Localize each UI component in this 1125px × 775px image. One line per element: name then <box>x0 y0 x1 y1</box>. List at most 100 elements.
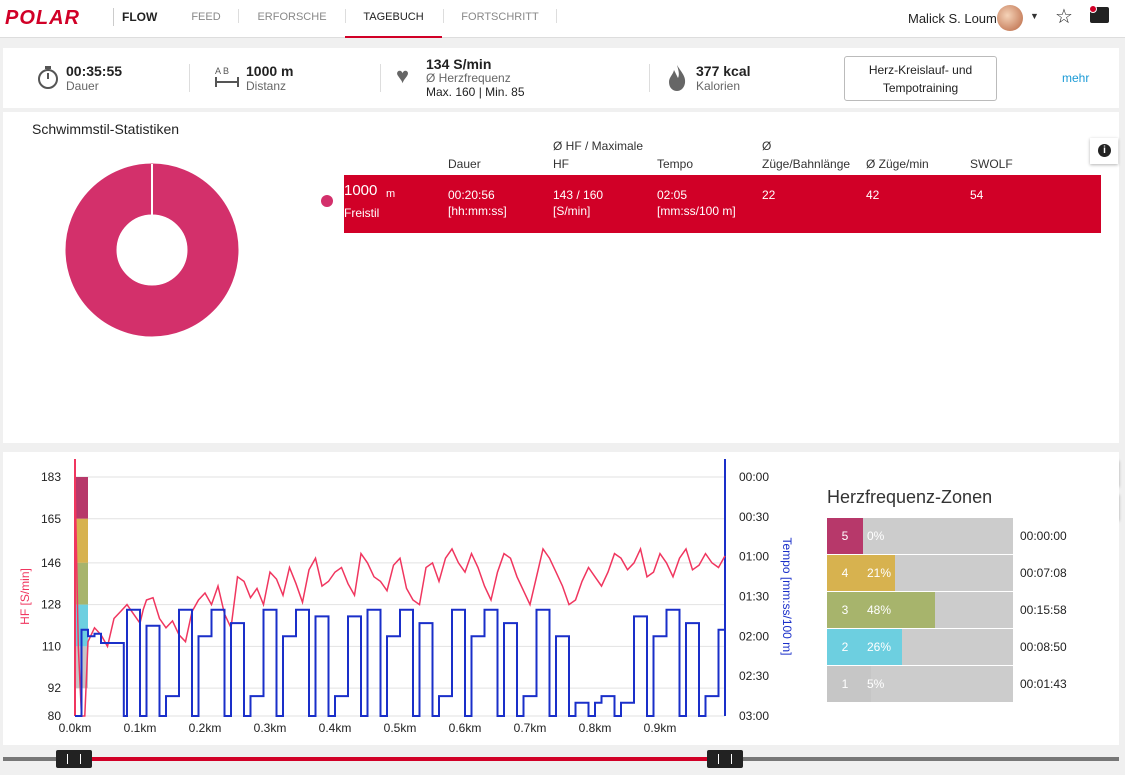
hr-label: Ø Herzfrequenz <box>426 71 511 85</box>
y-right-axis-label: Tempo [mm:ss/100 m] <box>780 537 794 655</box>
zone-time: 00:01:43 <box>1020 677 1067 691</box>
col-header-pace: Tempo <box>657 157 694 171</box>
x-tick-label: 0.1km <box>124 721 157 735</box>
y-left-tick-label: 110 <box>42 639 61 653</box>
zone-number: 1 <box>827 666 863 702</box>
grip-icon <box>67 754 81 764</box>
row-distance-unit: m <box>386 188 396 200</box>
nav-feed[interactable]: FEED <box>191 11 221 23</box>
zone-time: 00:15:58 <box>1020 603 1067 617</box>
zone-strip-segment <box>76 477 88 519</box>
hr-pace-chart[interactable]: 183 165 146 128 110 92 80 00:00 00:30 01:00 01:30 0… <box>3 452 808 745</box>
zone-time: 00:07:08 <box>1020 566 1067 580</box>
heart-icon: ♥ <box>396 63 410 88</box>
zone-percent: 26% <box>867 640 892 654</box>
col-header-duration: Dauer <box>448 157 481 171</box>
star-icon[interactable]: ☆ <box>1055 6 1073 28</box>
row-strokes-min: 42 <box>866 188 880 202</box>
distance-label: Distanz <box>246 79 287 93</box>
nav-divider <box>238 9 239 23</box>
grip-icon <box>718 754 732 764</box>
zone-bar-fill <box>863 592 935 628</box>
hr-maxmin: Max. 160 | Min. 85 <box>426 85 525 99</box>
hr-series-line <box>74 476 726 717</box>
row-strokes-length: 22 <box>762 188 776 202</box>
polar-logo[interactable]: POLAR <box>5 7 80 29</box>
row-pace-unit: [mm:ss/100 m] <box>657 204 736 218</box>
col-header-swolf: SWOLF <box>970 157 1013 171</box>
user-name[interactable]: Malick S. Loum <box>908 11 997 26</box>
col-header-hr: Ø HF / Maximale <box>553 139 644 153</box>
calories-label: Kalorien <box>696 79 741 93</box>
nav-divider <box>556 9 557 23</box>
hr-zones-title: Herzfrequenz-Zonen <box>827 487 993 507</box>
hr-pace-chart-panel: 183 165 146 128 110 92 80 00:00 00:30 01:00 01:30 0… <box>3 452 808 745</box>
summary-divider <box>380 64 381 92</box>
row-duration-unit: [hh:mm:ss] <box>448 204 507 218</box>
top-bar: POLAR FLOW FEED ERFORSCHE TAGEBUCH FORTS… <box>0 0 1125 38</box>
row-style: Freistil <box>344 206 380 220</box>
info-button[interactable]: i <box>1090 138 1118 164</box>
distance-bar-icon <box>215 77 239 87</box>
zone-bar-track <box>863 518 1013 554</box>
x-tick-label: 0.3km <box>254 721 287 735</box>
swim-style-row[interactable]: 1000 m Freistil 00:20:56 [hh:mm:ss] 143 … <box>344 175 1101 233</box>
timeline-handle-end[interactable] <box>707 750 743 768</box>
duration-value: 00:35:55 <box>66 63 123 79</box>
y-left-tick-label: 183 <box>41 470 61 484</box>
pace-series-line <box>75 608 726 717</box>
distance-value: 1000 m <box>246 63 294 79</box>
notification-dot <box>1089 5 1097 13</box>
y-right-tick-label: 01:30 <box>739 590 769 604</box>
zone-percent: 21% <box>867 566 892 580</box>
col-header-strokes-length-2: Züge/Bahnlänge <box>762 157 851 171</box>
summary-divider <box>649 64 650 92</box>
zone-time: 00:00:00 <box>1020 529 1067 543</box>
col-header-strokes-min: Ø Züge/min <box>866 157 929 171</box>
nav-erforsche[interactable]: ERFORSCHE <box>257 11 327 23</box>
x-tick-label: 0.8km <box>579 721 612 735</box>
summary-divider <box>189 64 190 92</box>
nav-divider <box>345 9 346 23</box>
timeline-handle-start[interactable] <box>56 750 92 768</box>
y-left-tick-label: 92 <box>48 681 62 695</box>
x-tick-label: 0.2km <box>189 721 222 735</box>
row-duration: 00:20:56 <box>448 188 495 202</box>
zone-strip-segment <box>76 518 88 563</box>
hr-value: 134 S/min <box>426 56 492 72</box>
flame-icon <box>669 65 686 91</box>
stopwatch-icon <box>38 66 58 89</box>
y-left-tick-label: 146 <box>41 556 61 570</box>
row-hr: 143 / 160 <box>553 188 604 202</box>
x-tick-label: 0.7km <box>514 721 547 735</box>
zone-bar-track <box>863 666 1013 702</box>
y-right-tick-label: 00:00 <box>739 470 769 484</box>
y-right-tick-label: 02:00 <box>739 629 769 643</box>
swim-style-donut <box>65 163 239 337</box>
training-type-button[interactable]: Herz-Kreislauf- und Tempotraining <box>844 56 997 101</box>
zone-percent: 5% <box>867 677 885 691</box>
x-tick-label: 0.6km <box>449 721 482 735</box>
zone-strip-segment <box>76 562 88 605</box>
zone-number: 3 <box>827 592 863 628</box>
x-tick-label: 0.4km <box>319 721 352 735</box>
row-pace: 02:05 <box>657 188 688 202</box>
chevron-down-icon[interactable]: ▼ <box>1030 11 1039 21</box>
y-right-tick-label: 00:30 <box>739 510 769 524</box>
x-tick-label: 0.5km <box>384 721 417 735</box>
avatar[interactable] <box>997 5 1023 31</box>
calories-value: 377 kcal <box>696 63 751 79</box>
x-tick-label: 0.0km <box>59 721 92 735</box>
y-right-tick-label: 01:00 <box>739 550 769 564</box>
flow-label: FLOW <box>122 10 158 24</box>
freestyle-color-dot <box>321 195 333 207</box>
duration-label: Dauer <box>66 79 99 93</box>
timeline-selection <box>85 757 719 761</box>
nav-fortschritt[interactable]: FORTSCHRITT <box>461 11 539 23</box>
logo-divider <box>113 8 114 26</box>
x-tick-label: 0.9km <box>644 721 677 735</box>
zone-time: 00:08:50 <box>1020 640 1067 654</box>
zone-number: 2 <box>827 629 863 665</box>
nav-tagebuch[interactable]: TAGEBUCH <box>345 0 442 38</box>
more-link[interactable]: mehr <box>1062 71 1090 85</box>
